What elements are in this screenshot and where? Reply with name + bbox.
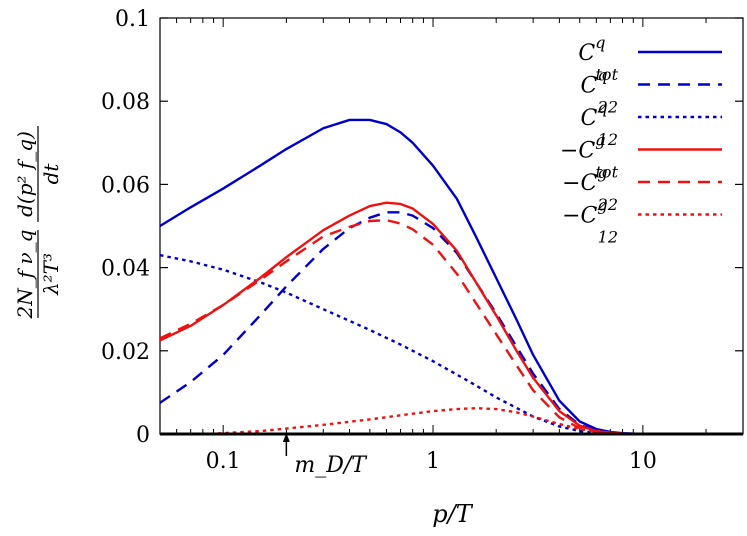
x-axis-label: p/T bbox=[432, 500, 473, 528]
y-axis-label: 2N_f ν_q λ²T³ d(p² f_q) dt bbox=[13, 126, 63, 319]
x-axis: 0.1 1 10 bbox=[159, 18, 744, 474]
y-axis: 0 0.02 0.04 0.06 0.08 0.1 bbox=[101, 7, 743, 448]
mD-arrow-head bbox=[282, 433, 290, 442]
legend-label-4: −Cg 22 bbox=[562, 163, 618, 214]
series-line-5 bbox=[202, 407, 743, 436]
y-tick-label: 0.08 bbox=[101, 90, 150, 115]
legend-label-3: −Cg tot bbox=[560, 131, 619, 182]
legend-label-2: Cq 12 bbox=[581, 98, 618, 149]
y-tick-label: 0.06 bbox=[101, 173, 150, 198]
series-line-2 bbox=[160, 253, 743, 436]
x-tick-label: 1 bbox=[426, 449, 440, 474]
mD-label: m_D/T bbox=[294, 453, 368, 478]
mD-annotation: m_D/T bbox=[282, 433, 368, 478]
x-tick-label: 10 bbox=[629, 449, 657, 474]
legend-label-1: Cq 22 bbox=[581, 66, 618, 117]
y-label-prefactor-denominator: λ²T³ bbox=[39, 253, 63, 296]
series-layer bbox=[160, 118, 743, 436]
series-line-4 bbox=[160, 218, 743, 436]
x-tick-label: 0.1 bbox=[206, 449, 241, 474]
y-label-derivative-denominator: dt bbox=[39, 163, 63, 185]
y-tick-label: 0.02 bbox=[101, 340, 150, 365]
y-tick-label: 0.04 bbox=[101, 257, 150, 282]
legend-label-5: −Cg 12 bbox=[562, 196, 618, 247]
y-label-prefactor-numerator: 2N_f ν_q bbox=[13, 230, 37, 320]
series-line-3 bbox=[160, 201, 743, 436]
y-label-derivative-numerator: d(p² f_q) bbox=[13, 131, 37, 217]
legend-label-0: Cq tot bbox=[578, 33, 618, 84]
y-tick-label: 0.1 bbox=[115, 7, 150, 32]
y-tick-label: 0 bbox=[136, 423, 150, 448]
